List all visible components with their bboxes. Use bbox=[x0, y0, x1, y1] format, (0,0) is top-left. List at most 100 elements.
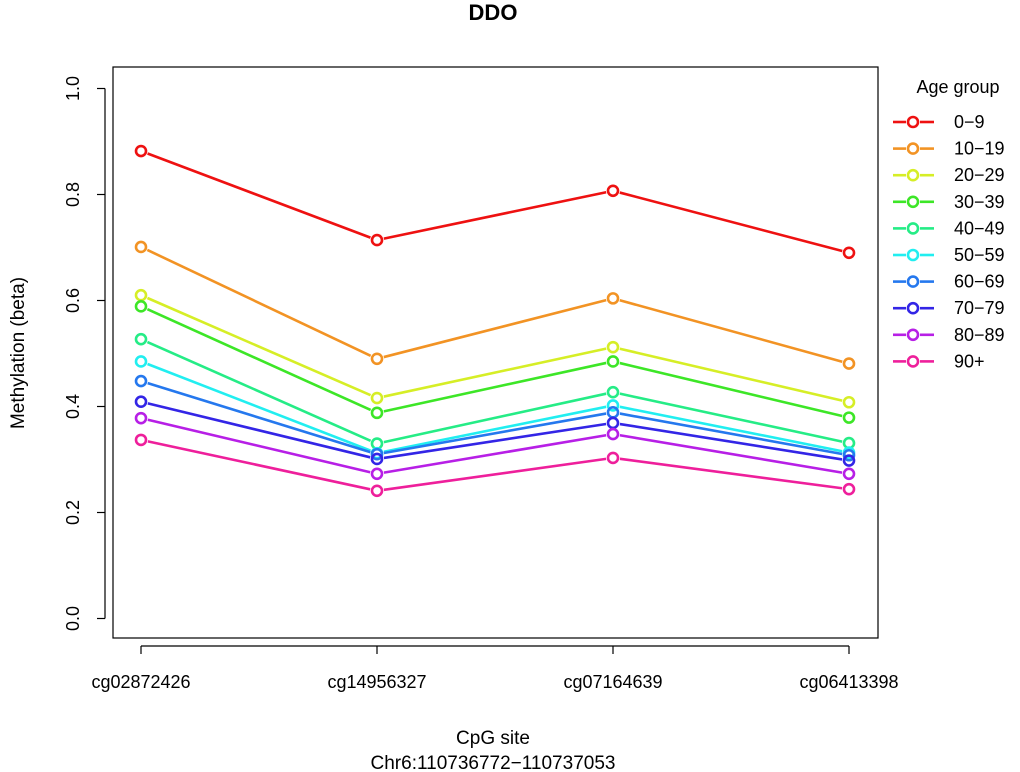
data-point bbox=[370, 406, 384, 420]
series-line-segment bbox=[146, 308, 372, 412]
data-point bbox=[134, 144, 148, 158]
series-7 bbox=[134, 374, 856, 462]
legend-label: 70−79 bbox=[954, 298, 1005, 318]
series-line-segment bbox=[619, 191, 843, 253]
x-axis-title: CpG site bbox=[456, 728, 530, 749]
series-line-segment bbox=[619, 361, 843, 418]
data-point bbox=[606, 385, 620, 399]
legend-item: 50−59 bbox=[893, 245, 1005, 265]
data-point bbox=[606, 406, 620, 419]
series-line-segment bbox=[383, 457, 607, 492]
series-10 bbox=[134, 433, 856, 498]
x-axis: cg02872426 cg14956327 cg07164639 cg06413398 bbox=[91, 645, 899, 692]
data-point bbox=[842, 357, 856, 370]
legend-label: 90+ bbox=[954, 351, 985, 371]
legend-label: 60−69 bbox=[954, 272, 1005, 292]
series-line-segment bbox=[619, 298, 843, 363]
series-line-segment bbox=[619, 392, 843, 443]
legend-item: 20−29 bbox=[893, 165, 1005, 185]
series-line-segment bbox=[383, 361, 607, 413]
legend-label: 80−89 bbox=[954, 325, 1005, 345]
legend-item: 70−79 bbox=[893, 298, 1005, 318]
x-tick-label: cg14956327 bbox=[327, 672, 426, 692]
series-line-segment bbox=[619, 412, 843, 456]
series-line-segment bbox=[383, 405, 607, 454]
y-tick-label: 1.0 bbox=[63, 76, 83, 101]
series-2 bbox=[134, 240, 856, 370]
series-line-segment bbox=[383, 190, 607, 240]
data-point bbox=[370, 467, 384, 481]
data-point bbox=[134, 332, 148, 346]
legend-marker bbox=[906, 222, 920, 235]
series-4 bbox=[134, 300, 856, 424]
data-point bbox=[370, 391, 384, 405]
legend-marker bbox=[906, 195, 920, 209]
data-point bbox=[370, 352, 384, 366]
series-line-segment bbox=[146, 296, 372, 397]
legend-item: 80−89 bbox=[893, 325, 1005, 345]
legend-item: 30−39 bbox=[893, 192, 1005, 212]
data-point bbox=[134, 240, 148, 254]
y-tick-label: 0.4 bbox=[63, 394, 83, 419]
data-point bbox=[134, 374, 148, 388]
series-line-segment bbox=[383, 347, 607, 398]
y-tick-label: 0.2 bbox=[63, 500, 83, 525]
x-tick-label: cg02872426 bbox=[91, 672, 190, 692]
legend-marker bbox=[906, 168, 920, 182]
series-1 bbox=[134, 144, 856, 260]
series-line-segment bbox=[619, 422, 843, 461]
data-point bbox=[134, 355, 148, 368]
data-point bbox=[842, 246, 856, 260]
legend-item: 90+ bbox=[893, 351, 985, 371]
chart-title: DDO bbox=[469, 0, 518, 25]
legend-marker bbox=[906, 328, 920, 342]
series-line-segment bbox=[147, 440, 371, 491]
series-line-segment bbox=[619, 347, 843, 402]
series-line-segment bbox=[147, 152, 371, 239]
y-tick-label: 0.6 bbox=[63, 288, 83, 313]
legend-item: 0−9 bbox=[893, 112, 985, 132]
series-line-segment bbox=[147, 418, 371, 474]
x-tick-label: cg07164639 bbox=[563, 672, 662, 692]
y-axis-title: Methylation (beta) bbox=[8, 277, 29, 429]
legend-label: 20−29 bbox=[954, 165, 1005, 185]
series-6 bbox=[134, 355, 856, 460]
legend-marker bbox=[906, 115, 920, 129]
data-point bbox=[370, 452, 384, 466]
y-tick-label: 0.0 bbox=[63, 606, 83, 631]
legend-marker bbox=[906, 301, 920, 315]
data-point bbox=[134, 288, 148, 302]
data-point bbox=[842, 482, 856, 496]
y-axis: 0.0 0.2 0.4 0.6 0.8 1.0 bbox=[63, 76, 106, 631]
legend-label: 0−9 bbox=[954, 112, 985, 132]
data-point bbox=[606, 292, 620, 305]
series-line-segment bbox=[147, 381, 371, 454]
x-tick-label: cg06413398 bbox=[799, 672, 898, 692]
data-point bbox=[842, 411, 856, 424]
legend-item: 40−49 bbox=[893, 218, 1005, 238]
data-point bbox=[842, 395, 856, 409]
series-line-segment bbox=[146, 340, 372, 442]
legend-item: 60−69 bbox=[893, 272, 1005, 292]
data-point bbox=[606, 416, 620, 430]
data-point bbox=[370, 484, 384, 498]
legend-marker bbox=[906, 248, 920, 262]
legend-title: Age group bbox=[916, 77, 999, 97]
data-point bbox=[606, 451, 620, 465]
series-line-segment bbox=[146, 248, 372, 357]
legend-label: 30−39 bbox=[954, 192, 1005, 212]
data-point bbox=[606, 340, 620, 354]
series-line-segment bbox=[619, 433, 843, 474]
legend-marker bbox=[906, 355, 920, 368]
series-line-segment bbox=[147, 362, 371, 452]
series-layer bbox=[134, 144, 856, 498]
legend-label: 10−19 bbox=[954, 139, 1005, 159]
plot-frame bbox=[112, 66, 879, 639]
legend: Age group 0−9 10−19 20−29 30−39 40−49 50−59 60… bbox=[893, 77, 1005, 371]
series-line-segment bbox=[619, 405, 843, 453]
data-point bbox=[370, 233, 384, 247]
series-line-segment bbox=[619, 457, 843, 490]
data-point bbox=[370, 447, 384, 461]
series-line-segment bbox=[383, 412, 607, 455]
data-point bbox=[134, 411, 148, 425]
